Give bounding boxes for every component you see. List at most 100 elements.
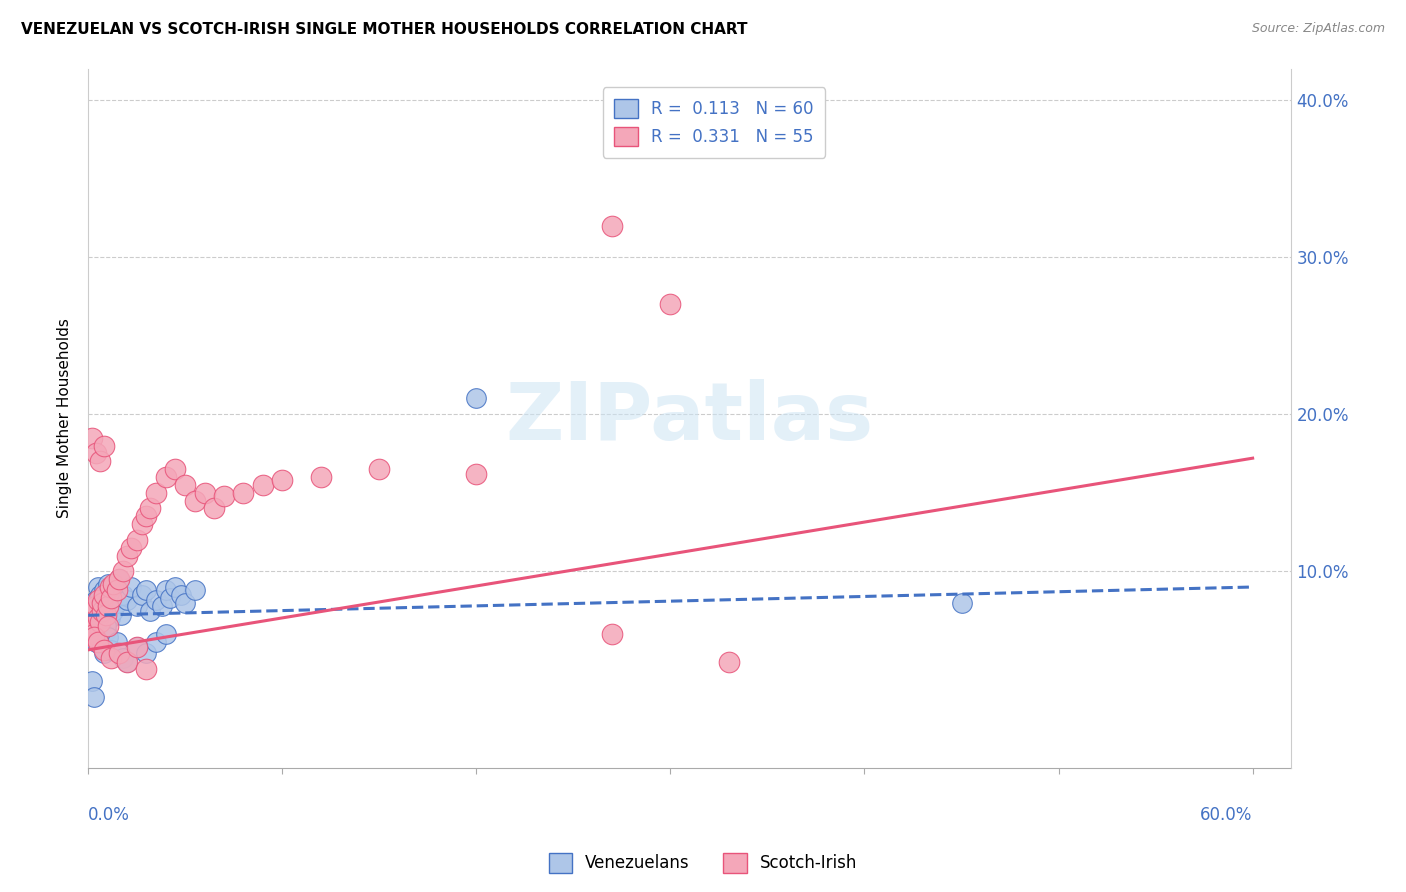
Point — [90, 604, 112, 618]
Point — [83, 627, 105, 641]
Point — [165, 580, 187, 594]
Point — [165, 462, 187, 476]
Legend: Venezuelans, Scotch-Irish: Venezuelans, Scotch-Irish — [541, 847, 865, 880]
Point — [93, 604, 115, 618]
Point — [145, 635, 167, 649]
Point — [90, 615, 112, 629]
Point — [105, 596, 128, 610]
Point — [125, 599, 148, 613]
Point — [80, 596, 103, 610]
Point — [97, 599, 120, 613]
Point — [100, 643, 122, 657]
Point — [89, 607, 111, 621]
Point — [252, 478, 274, 492]
Point — [94, 619, 117, 633]
Point — [79, 615, 101, 629]
Point — [80, 608, 103, 623]
Point — [87, 611, 110, 625]
Point — [135, 662, 157, 676]
Point — [108, 572, 131, 586]
Point — [97, 577, 120, 591]
Point — [139, 604, 162, 618]
Point — [103, 577, 125, 591]
Legend: R =  0.113   N = 60, R =  0.331   N = 55: R = 0.113 N = 60, R = 0.331 N = 55 — [603, 87, 825, 158]
Point — [150, 599, 173, 613]
Point — [465, 392, 488, 406]
Point — [368, 462, 391, 476]
Point — [139, 501, 162, 516]
Point — [89, 588, 111, 602]
Point — [717, 656, 740, 670]
Point — [125, 533, 148, 547]
Point — [90, 640, 112, 654]
Point — [145, 592, 167, 607]
Point — [100, 650, 122, 665]
Point — [90, 596, 112, 610]
Point — [120, 541, 142, 555]
Point — [98, 611, 121, 625]
Point — [93, 583, 115, 598]
Text: Source: ZipAtlas.com: Source: ZipAtlas.com — [1251, 22, 1385, 36]
Point — [84, 599, 107, 613]
Point — [202, 501, 225, 516]
Point — [184, 493, 207, 508]
Point — [87, 630, 110, 644]
Point — [80, 615, 103, 629]
Point — [97, 630, 120, 644]
Point — [110, 608, 132, 623]
Point — [97, 619, 120, 633]
Point — [600, 627, 623, 641]
Point — [83, 604, 105, 618]
Point — [600, 219, 623, 233]
Point — [155, 470, 177, 484]
Point — [104, 583, 127, 598]
Point — [159, 591, 181, 605]
Point — [212, 489, 235, 503]
Point — [112, 564, 135, 578]
Point — [120, 580, 142, 594]
Point — [135, 509, 157, 524]
Y-axis label: Single Mother Households: Single Mother Households — [58, 318, 72, 518]
Point — [84, 599, 107, 613]
Point — [90, 596, 112, 610]
Point — [80, 619, 103, 633]
Point — [115, 656, 138, 670]
Point — [89, 624, 111, 638]
Point — [125, 640, 148, 654]
Point — [155, 627, 177, 641]
Point — [108, 572, 131, 586]
Point — [93, 646, 115, 660]
Point — [83, 619, 105, 633]
Point — [100, 591, 122, 605]
Point — [87, 592, 110, 607]
Point — [84, 446, 107, 460]
Point — [94, 608, 117, 623]
Point — [93, 439, 115, 453]
Point — [98, 580, 121, 594]
Point — [155, 583, 177, 598]
Point — [100, 591, 122, 605]
Point — [659, 297, 682, 311]
Point — [950, 596, 973, 610]
Point — [271, 473, 294, 487]
Point — [83, 690, 105, 704]
Point — [108, 646, 131, 660]
Point — [112, 650, 135, 665]
Point — [145, 485, 167, 500]
Point — [174, 596, 197, 610]
Point — [309, 470, 332, 484]
Point — [89, 615, 111, 629]
Point — [83, 627, 105, 641]
Point — [131, 588, 153, 602]
Point — [103, 604, 125, 618]
Point — [232, 485, 254, 500]
Point — [135, 646, 157, 660]
Text: VENEZUELAN VS SCOTCH-IRISH SINGLE MOTHER HOUSEHOLDS CORRELATION CHART: VENEZUELAN VS SCOTCH-IRISH SINGLE MOTHER… — [21, 22, 748, 37]
Point — [465, 467, 488, 481]
Point — [87, 580, 110, 594]
Point — [87, 611, 110, 625]
Point — [89, 454, 111, 468]
Point — [83, 630, 105, 644]
Point — [105, 635, 128, 649]
Text: ZIPatlas: ZIPatlas — [506, 379, 875, 457]
